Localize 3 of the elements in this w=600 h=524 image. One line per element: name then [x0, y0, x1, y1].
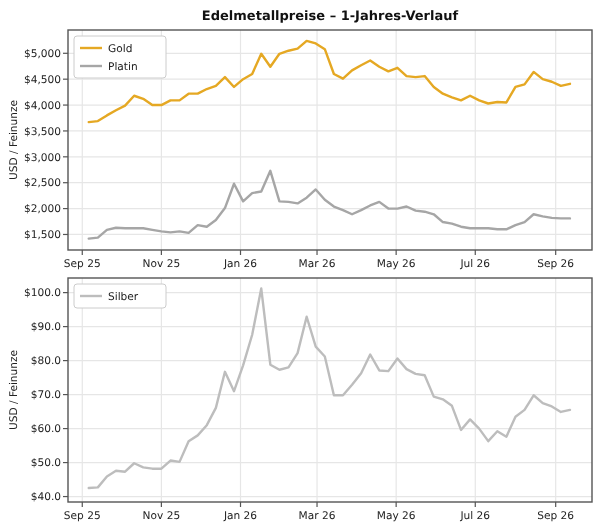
- line-series: [87, 287, 572, 490]
- line-series: [87, 169, 572, 240]
- line-series: [87, 39, 572, 124]
